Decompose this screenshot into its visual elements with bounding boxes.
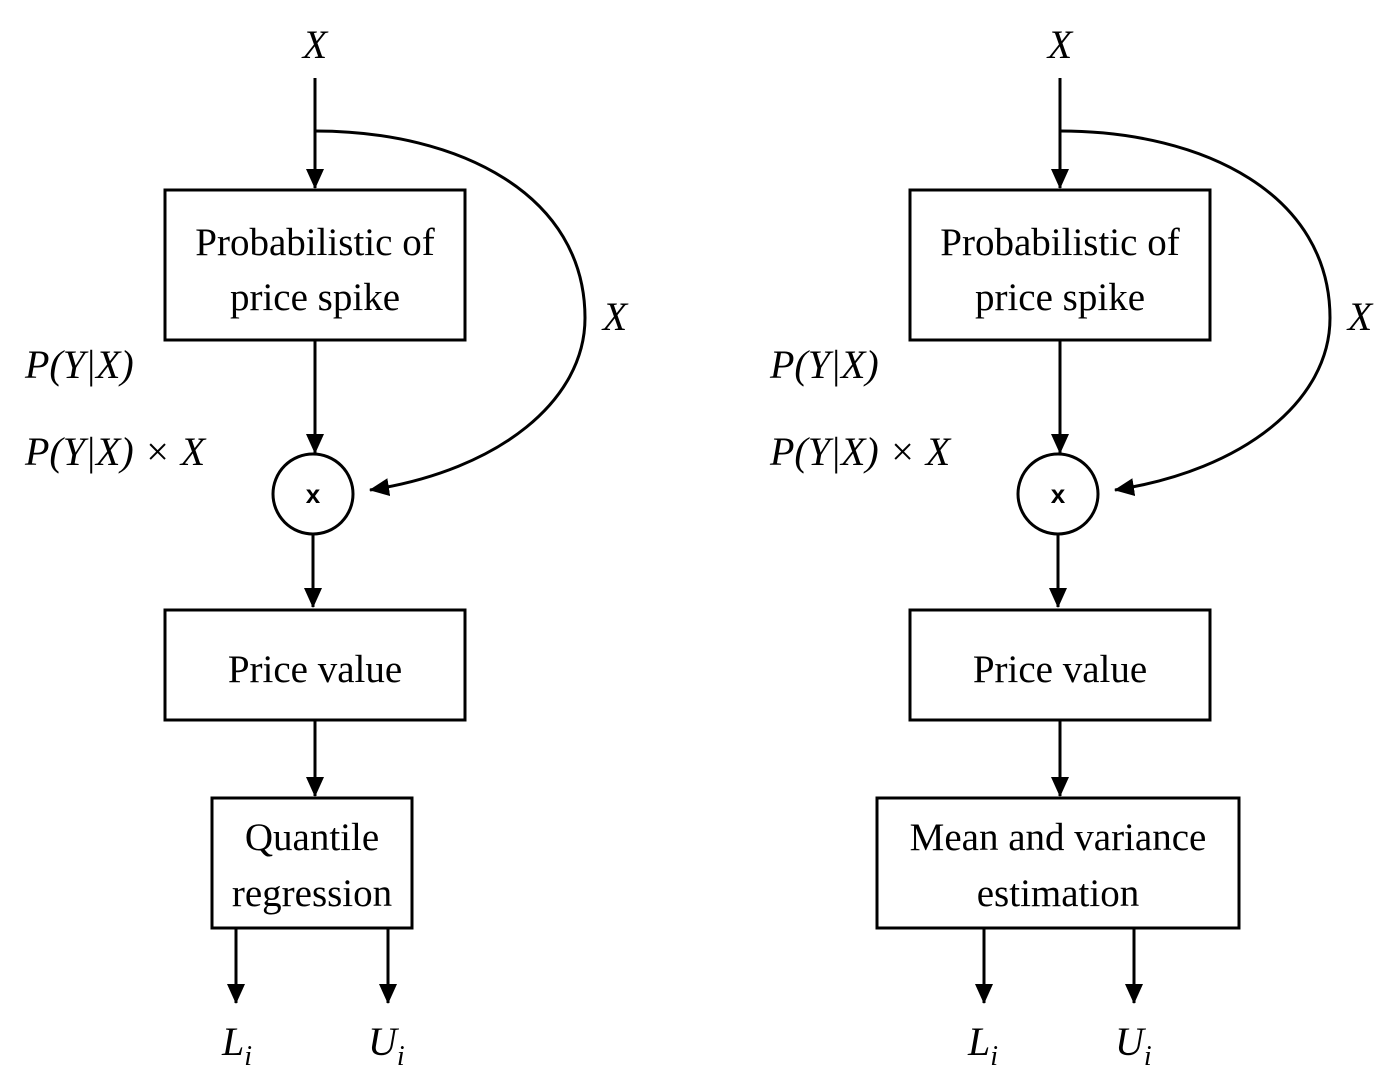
- lower-bound-subscript: i: [990, 1041, 998, 1072]
- multiply-symbol: x: [1051, 479, 1066, 509]
- quantile-regression-box: [210, 796, 414, 930]
- bypass-x-label: X: [1346, 294, 1374, 339]
- spike-box-line2: price spike: [975, 276, 1145, 319]
- estimator-line1: Mean and variance: [910, 816, 1207, 859]
- price-value-label: Price value: [973, 648, 1147, 691]
- upper-bound-subscript: i: [397, 1041, 405, 1072]
- bypass-curve-arrow: [314, 129, 587, 496]
- lower-bound-main: L: [221, 1019, 244, 1064]
- lower-bound-main: L: [967, 1019, 990, 1064]
- input-x-label: X: [301, 22, 329, 67]
- upper-bound-subscript: i: [1144, 1041, 1152, 1072]
- lower-bound-label: Li: [967, 1019, 998, 1072]
- upper-bound-label: Ui: [368, 1019, 405, 1072]
- estimator-line2: estimation: [977, 872, 1139, 915]
- upper-bound-label: Ui: [1115, 1019, 1152, 1072]
- product-label: P(Y|X) × X: [24, 429, 207, 474]
- bypass-curve-arrow: [1059, 129, 1332, 496]
- estimator-line2: regression: [232, 872, 392, 915]
- mean-variance-box: [875, 796, 1241, 930]
- probability-label: P(Y|X): [769, 342, 879, 387]
- upper-bound-main: U: [1115, 1019, 1147, 1064]
- input-x-label: X: [1046, 22, 1074, 67]
- multiply-symbol: x: [306, 479, 321, 509]
- probability-label: P(Y|X): [24, 342, 134, 387]
- bypass-x-label: X: [601, 294, 629, 339]
- panel-left: X X Probabilistic of price spike P(Y|X) …: [24, 22, 629, 1072]
- lower-bound-label: Li: [221, 1019, 252, 1072]
- lower-bound-subscript: i: [244, 1041, 252, 1072]
- panel-right: X X Probabilistic of price spike P(Y|X) …: [769, 22, 1374, 1072]
- estimator-line1: Quantile: [245, 816, 379, 859]
- spike-box-line1: Probabilistic of: [195, 221, 434, 264]
- upper-bound-main: U: [368, 1019, 400, 1064]
- product-label: P(Y|X) × X: [769, 429, 952, 474]
- price-value-label: Price value: [228, 648, 402, 691]
- spike-box-line2: price spike: [230, 276, 400, 319]
- spike-box-line1: Probabilistic of: [940, 221, 1179, 264]
